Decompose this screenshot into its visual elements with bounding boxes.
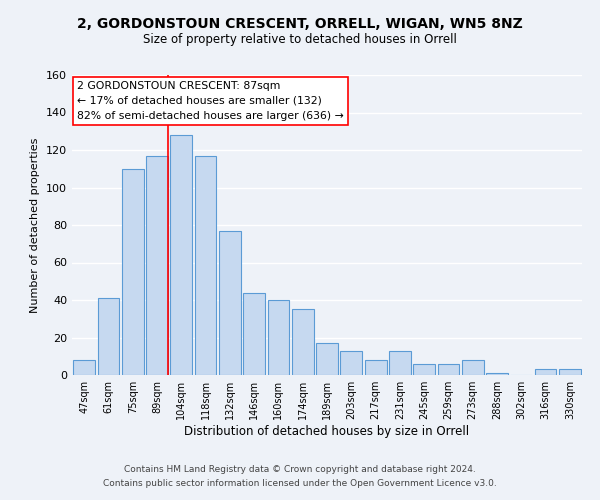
Bar (535, 370, 556, 375)
Bar (559, 370, 581, 375)
Bar (413, 364, 435, 375)
Bar (268, 300, 289, 375)
Bar (194, 156, 217, 375)
Text: 2 GORDONSTOUN CRESCENT: 87sqm
← 17% of detached houses are smaller (132)
82% of : 2 GORDONSTOUN CRESCENT: 87sqm ← 17% of d… (77, 81, 344, 120)
Bar (170, 135, 192, 375)
Bar (97, 298, 119, 375)
Bar (340, 350, 362, 375)
Text: Size of property relative to detached houses in Orrell: Size of property relative to detached ho… (143, 32, 457, 46)
Bar (243, 292, 265, 375)
Text: 2, GORDONSTOUN CRESCENT, ORRELL, WIGAN, WN5 8NZ: 2, GORDONSTOUN CRESCENT, ORRELL, WIGAN, … (77, 18, 523, 32)
Bar (486, 373, 508, 375)
X-axis label: Distribution of detached houses by size in Orrell: Distribution of detached houses by size … (184, 425, 470, 438)
Text: Contains HM Land Registry data © Crown copyright and database right 2024.
Contai: Contains HM Land Registry data © Crown c… (103, 466, 497, 487)
Bar (292, 310, 314, 375)
Bar (389, 350, 411, 375)
Bar (146, 156, 168, 375)
Bar (316, 343, 338, 375)
Bar (73, 360, 95, 375)
Bar (437, 364, 460, 375)
Bar (365, 360, 386, 375)
Bar (219, 230, 241, 375)
Bar (462, 360, 484, 375)
Bar (122, 169, 143, 375)
Y-axis label: Number of detached properties: Number of detached properties (31, 138, 40, 312)
